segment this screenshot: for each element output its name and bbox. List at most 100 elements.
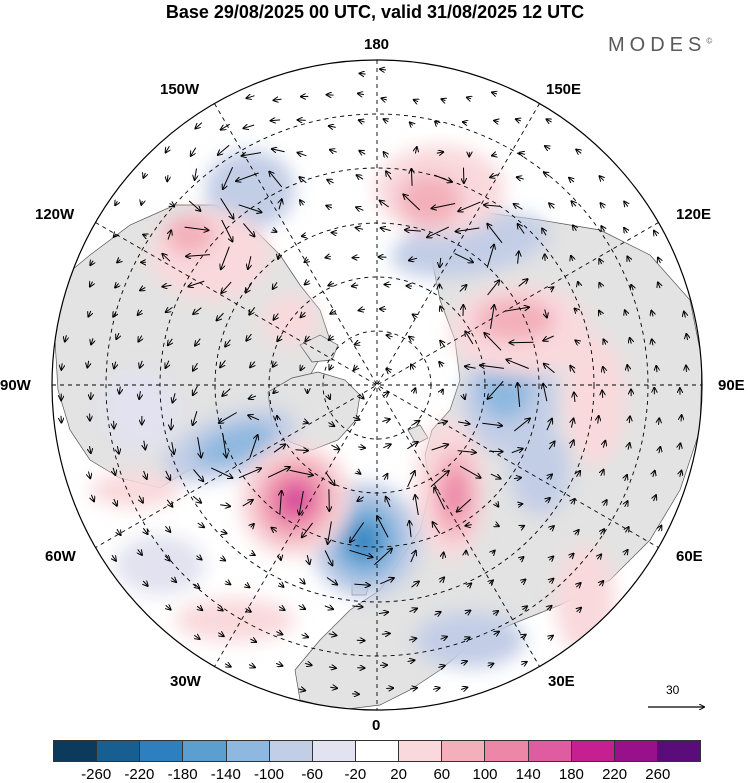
wind-vector	[495, 525, 499, 527]
wind-vector	[653, 471, 655, 478]
lon-label-0: 0	[372, 717, 381, 734]
wind-vector	[380, 69, 386, 70]
wind-vector	[327, 180, 334, 183]
wind-vector	[520, 557, 524, 560]
colorbar-swatch	[442, 741, 486, 761]
wind-vector	[409, 521, 411, 538]
wind-vector	[545, 498, 550, 502]
wind-vector	[324, 606, 333, 609]
wind-vector	[624, 550, 628, 555]
wind-vector	[410, 688, 417, 689]
wind-vector	[686, 366, 687, 372]
wind-vector	[303, 421, 308, 423]
wind-vector	[380, 201, 389, 208]
colorbar-tick-label: -180	[167, 766, 198, 783]
wind-vector	[223, 166, 234, 189]
wind-vector	[275, 663, 282, 665]
wind-vector	[188, 200, 200, 211]
lon-label-60e: 60E	[676, 548, 703, 565]
wind-vector	[221, 281, 232, 293]
wind-vector	[548, 442, 555, 450]
wind-vector	[274, 313, 279, 320]
wind-vector	[193, 469, 204, 482]
wind-vector	[243, 223, 254, 236]
wind-vector	[220, 531, 227, 533]
wind-vector	[550, 526, 554, 530]
lon-label-30w: 30W	[170, 673, 201, 690]
wind-vector	[409, 258, 418, 260]
wind-vector	[165, 525, 170, 532]
wind-vector	[496, 503, 499, 507]
wind-vector	[386, 497, 391, 508]
wind-vector	[88, 310, 90, 317]
wind-vector	[217, 312, 224, 320]
wind-vector	[267, 467, 290, 478]
wind-vector	[328, 667, 336, 668]
wind-vector	[456, 227, 480, 232]
wind-vector	[569, 178, 574, 182]
lon-label-120w: 120W	[35, 206, 75, 223]
wind-vector	[603, 441, 605, 448]
wind-vector	[326, 577, 337, 585]
wind-vector	[602, 391, 603, 398]
wind-vector	[433, 688, 440, 690]
wind-vector	[465, 525, 472, 526]
wind-vector	[686, 334, 687, 341]
graticule	[52, 60, 702, 710]
wind-vector	[467, 97, 471, 98]
wind-vector	[577, 471, 581, 477]
wind-vector	[88, 471, 90, 479]
wind-vector	[651, 311, 653, 317]
wind-vector	[117, 446, 119, 454]
wind-vector	[144, 470, 147, 479]
colorbar-tick-label: 220	[602, 766, 628, 783]
wind-vector	[627, 257, 630, 262]
wind-vector	[516, 119, 521, 121]
wind-vector	[166, 499, 172, 507]
wind-vector	[438, 666, 444, 668]
wind-vector	[545, 309, 547, 318]
wind-vector	[173, 393, 176, 402]
wind-vector	[328, 423, 335, 427]
wind-vector	[409, 609, 418, 612]
wind-vector	[441, 390, 443, 394]
colorbar-swatch	[183, 741, 227, 761]
wind-vector	[350, 522, 365, 542]
colorbar	[53, 740, 701, 762]
wind-vector	[278, 607, 285, 610]
wind-vector	[493, 611, 498, 614]
colorbar-swatch	[54, 741, 98, 761]
wind-vector	[386, 688, 393, 689]
wind-vector	[238, 468, 261, 479]
wind-vector	[658, 283, 660, 289]
wind-vector	[171, 578, 176, 583]
wind-vector	[405, 230, 421, 231]
wind-vector	[624, 202, 628, 207]
wind-vector	[358, 94, 364, 95]
wind-vector	[571, 256, 573, 261]
wind-vector	[403, 195, 421, 211]
wind-vector	[273, 282, 277, 289]
wind-vector	[575, 309, 578, 312]
wind-vector	[143, 235, 147, 237]
wind-vector	[271, 120, 281, 121]
wind-vector	[273, 390, 276, 393]
wind-vector	[225, 339, 231, 347]
wind-vector	[242, 500, 253, 507]
wind-vector	[679, 443, 680, 450]
wind-vector	[242, 153, 262, 156]
colorbar-swatch	[571, 741, 615, 761]
wind-vector	[492, 154, 497, 155]
wind-vector	[521, 662, 526, 665]
wind-vector	[573, 225, 577, 230]
wind-vector	[221, 246, 230, 270]
wind-vector	[360, 73, 366, 74]
wind-vector	[246, 609, 251, 612]
wind-vector	[631, 285, 633, 290]
wind-vector	[487, 664, 494, 667]
wind-vector	[430, 471, 449, 488]
colorbar-tick-label: -60	[301, 766, 324, 783]
wind-vector	[546, 119, 551, 122]
wind-vector	[409, 638, 416, 640]
